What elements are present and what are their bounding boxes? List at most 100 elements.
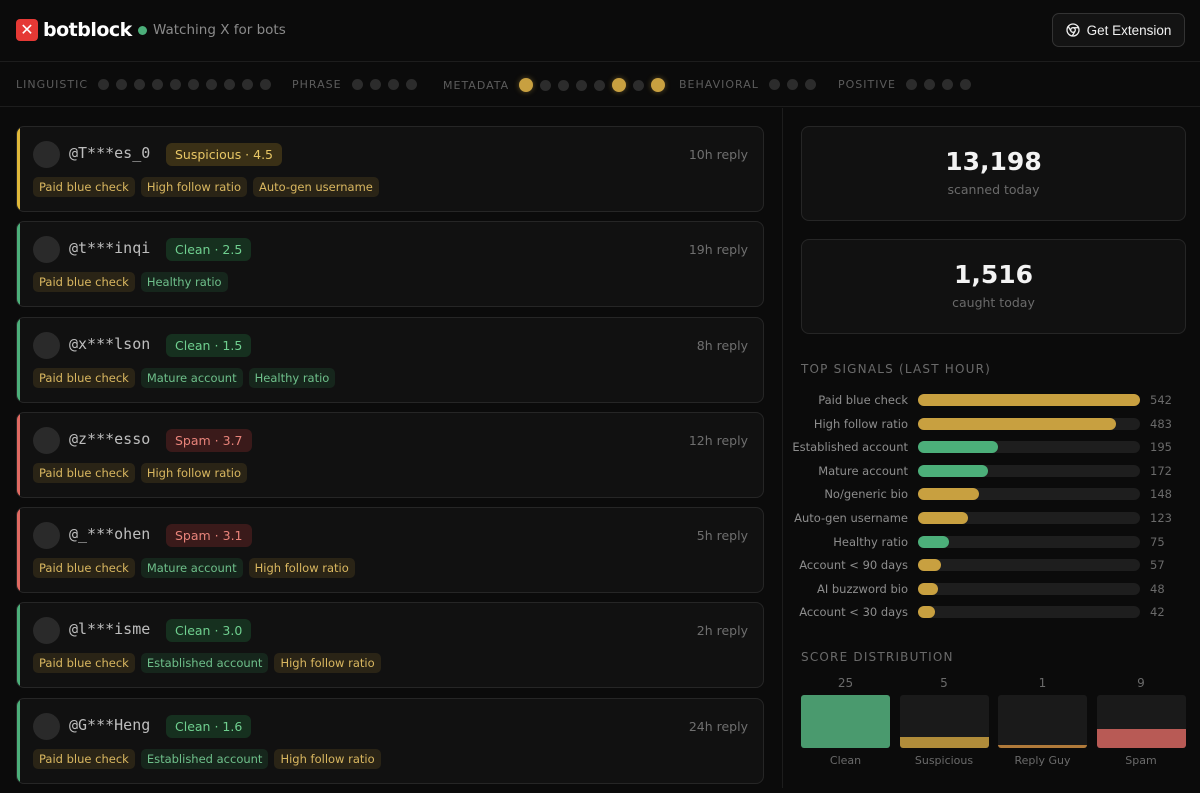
distribution-column: 1 Reply Guy (998, 676, 1087, 767)
signal-row: Account < 90 days 57 (799, 555, 1186, 579)
signal-dot (540, 79, 552, 91)
signal-group-label: BEHAVIORAL (679, 78, 759, 91)
signal-row: Account < 30 days 42 (799, 602, 1186, 626)
signal-tag: Paid blue check (33, 462, 135, 483)
reply-time: 2h reply (696, 623, 748, 639)
signal-dot (188, 79, 200, 90)
signal-row-label: High follow ratio (813, 416, 908, 431)
get-extension-label: Get Extension (1086, 22, 1172, 38)
signal-tag: High follow ratio (274, 748, 381, 769)
signal-bar-track (918, 394, 1140, 406)
signal-group-metadata: METADATA (443, 78, 672, 92)
signal-group-linguistic: LINGUISTIC (16, 78, 278, 91)
signal-count: 123 (1150, 510, 1172, 525)
signal-dot (959, 79, 971, 90)
signal-tag: Paid blue check (33, 367, 135, 388)
get-extension-button[interactable]: Get Extension (1052, 13, 1185, 47)
signal-dot (594, 79, 606, 91)
distribution-bar (801, 695, 890, 748)
account-card[interactable]: @T***es_0 Suspicious · 4.5 10h reply Paid b… (16, 126, 764, 212)
signal-dot (116, 79, 128, 90)
distribution-label: Suspicious (914, 754, 974, 767)
avatar (33, 426, 60, 454)
signal-row: Established account 195 (792, 437, 1186, 461)
score-badge: Clean · 3.0 (166, 619, 252, 643)
score-distribution-title: SCORE DISTRIBUTION (801, 650, 954, 664)
signal-tag: High follow ratio (140, 462, 247, 483)
signal-dot (260, 79, 272, 90)
signal-dot (405, 79, 417, 90)
score-badge: Clean · 1.5 (166, 333, 252, 357)
signal-tag: Paid blue check (33, 653, 135, 674)
account-card[interactable]: @x***lson Clean · 1.5 8h reply Paid blue ch… (16, 316, 764, 403)
signal-bar-track (918, 606, 1140, 619)
signal-tag: High follow ratio (274, 653, 381, 674)
top-bar: ✕ botblock Watching X for bots Get Exten… (0, 0, 1200, 62)
signal-row-label: No/generic bio (824, 487, 908, 502)
signal-dot (576, 79, 588, 91)
distribution-column: 9 Spam (1096, 676, 1186, 767)
signal-count: 75 (1150, 534, 1165, 549)
signal-row-label: Account < 90 days (799, 558, 908, 573)
scanned-today-value: 13,198 (945, 147, 1042, 176)
signal-tags: Paid blue check Mature account High follow… (33, 558, 361, 579)
account-card[interactable]: @G***Heng Clean · 1.6 24h reply Paid blue c… (16, 697, 764, 784)
signal-tag: High follow ratio (140, 177, 247, 197)
signal-count: 542 (1150, 393, 1172, 407)
signal-dot (351, 79, 363, 90)
distribution-label: Spam (1125, 754, 1157, 767)
account-card[interactable]: @t***inqi Clean · 2.5 19h reply Paid blue c… (16, 221, 764, 308)
signal-tags: Paid blue check High follow ratio Auto-gen… (33, 177, 385, 197)
distribution-bar (1096, 728, 1186, 748)
account-card[interactable]: @l***isme Clean · 3.0 2h reply Paid blue ch… (16, 602, 764, 689)
distribution-count: 5 (940, 676, 948, 690)
signal-tag: Established account (140, 653, 269, 674)
score-badge: Suspicious · 4.5 (166, 143, 283, 166)
signal-dot (387, 79, 399, 90)
avatar (33, 522, 60, 550)
logo[interactable]: ✕ botblock (16, 19, 132, 41)
signal-count: 483 (1150, 416, 1172, 431)
account-card[interactable]: @z***esso Spam · 3.7 12h reply Paid blue ch… (16, 411, 764, 498)
signal-bar-track (918, 582, 1140, 595)
signal-dot-active (612, 78, 627, 92)
caught-today-card: 1,516 caught today (801, 239, 1186, 334)
signal-row: AI buzzword bio 48 (801, 579, 1186, 603)
scanned-today-card: 13,198 scanned today (801, 126, 1186, 221)
signal-dot (224, 79, 236, 90)
distribution-bar-track (1096, 695, 1186, 748)
signal-dot (206, 79, 218, 90)
avatar (33, 331, 60, 359)
signal-dot (804, 79, 816, 90)
signal-bar (918, 511, 969, 524)
signal-bar (918, 394, 1140, 406)
account-handle: @T***es_0 (69, 144, 151, 162)
signal-dot (170, 79, 182, 90)
signal-tag: Healthy ratio (140, 272, 228, 293)
signal-bar-track (918, 559, 1140, 572)
distribution-bar-track (801, 695, 890, 748)
reply-time: 12h reply (688, 432, 748, 448)
signal-row-label: Established account (792, 440, 908, 455)
reply-time: 10h reply (688, 147, 748, 162)
avatar (33, 712, 60, 740)
signal-dot (768, 79, 780, 90)
signal-bar-track (918, 488, 1140, 501)
signal-count: 48 (1150, 581, 1165, 596)
signal-tag: Mature account (140, 367, 243, 388)
signal-row: Mature account 172 (801, 461, 1186, 485)
signal-dot (98, 79, 110, 90)
distribution-count: 25 (837, 676, 854, 690)
watch-status: Watching X for bots (138, 22, 286, 38)
top-signals-chart: Paid blue check 542 High follow ratio 483 Es… (792, 390, 1186, 626)
signal-tags: Paid blue check Healthy ratio (33, 272, 234, 293)
signal-count: 195 (1150, 440, 1172, 455)
signal-bar-track (918, 535, 1140, 548)
signal-dot-active (519, 78, 534, 92)
signal-indicator-bar: LINGUISTIC PHRASE METADATA BEHAVIORAL PO… (0, 62, 1200, 107)
reply-time: 8h reply (696, 337, 748, 353)
score-badge: Clean · 1.6 (166, 714, 252, 738)
distribution-bar-track (998, 695, 1087, 748)
account-card[interactable]: @_***ohen Spam · 3.1 5h reply Paid blue che… (16, 507, 764, 594)
account-handle: @t***inqi (69, 239, 151, 258)
